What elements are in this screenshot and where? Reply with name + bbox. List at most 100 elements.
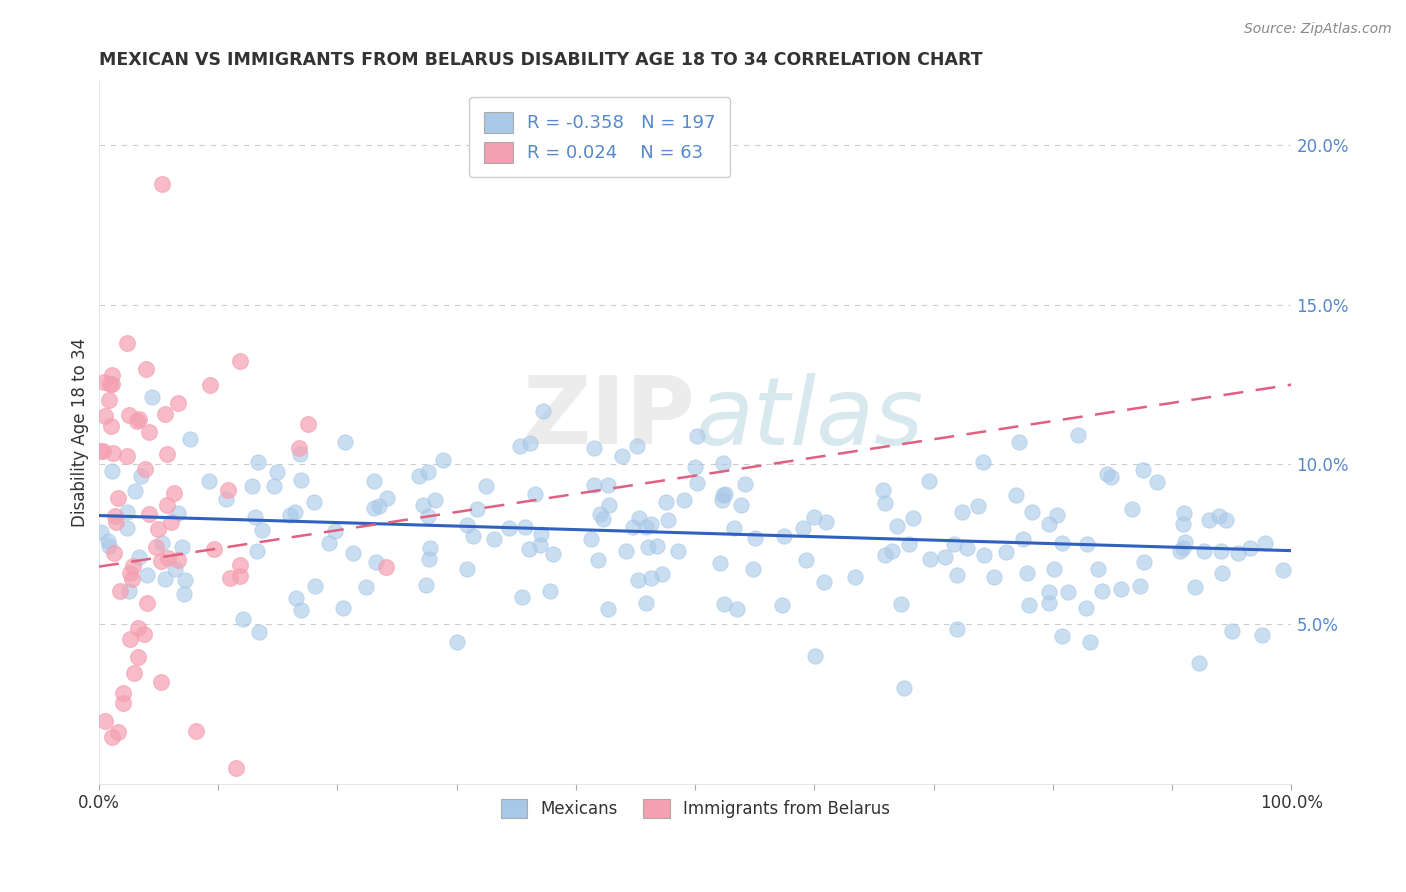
Point <box>804 649 827 664</box>
Point <box>103 546 125 560</box>
Point <box>640 571 662 585</box>
Point <box>1132 463 1154 477</box>
Point <box>112 686 135 700</box>
Point <box>538 584 561 599</box>
Point <box>1109 582 1132 596</box>
Point <box>263 479 285 493</box>
Point <box>943 536 966 550</box>
Point <box>531 403 554 417</box>
Point <box>134 627 156 641</box>
Point <box>897 537 920 551</box>
Point <box>1188 656 1211 670</box>
Point <box>814 515 837 529</box>
Point <box>163 562 186 576</box>
Point <box>685 476 707 491</box>
Point <box>890 597 912 611</box>
Point <box>666 543 689 558</box>
Point <box>903 511 925 525</box>
Point <box>446 635 468 649</box>
Point <box>541 547 564 561</box>
Point <box>945 622 967 636</box>
Point <box>510 590 533 604</box>
Point <box>614 543 637 558</box>
Point <box>118 584 141 599</box>
Point <box>122 666 145 681</box>
Point <box>215 491 238 506</box>
Point <box>135 361 157 376</box>
Point <box>174 573 197 587</box>
Point <box>134 462 156 476</box>
Point <box>524 487 547 501</box>
Point <box>155 407 177 421</box>
Point <box>1038 596 1060 610</box>
Point <box>107 725 129 739</box>
Point <box>115 336 138 351</box>
Point <box>498 521 520 535</box>
Point <box>104 508 127 523</box>
Point <box>101 446 124 460</box>
Point <box>418 465 440 479</box>
Point <box>318 535 340 549</box>
Point <box>972 454 994 468</box>
Point <box>586 553 609 567</box>
Point <box>686 429 709 443</box>
Point <box>412 498 434 512</box>
Point <box>1091 584 1114 599</box>
Point <box>287 442 309 456</box>
Point <box>240 479 263 493</box>
Point <box>419 541 441 556</box>
Point <box>1018 598 1040 612</box>
Point <box>156 446 179 460</box>
Point <box>107 491 129 505</box>
Point <box>249 625 271 640</box>
Point <box>118 566 141 581</box>
Point <box>100 731 122 745</box>
Point <box>332 600 354 615</box>
Point <box>530 526 553 541</box>
Text: atlas: atlas <box>695 373 924 464</box>
Point <box>1067 428 1090 442</box>
Point <box>138 507 160 521</box>
Point <box>1121 502 1143 516</box>
Point <box>166 506 188 520</box>
Point <box>245 510 267 524</box>
Point <box>1052 628 1074 642</box>
Point <box>634 596 657 610</box>
Point <box>844 570 866 584</box>
Point <box>1129 579 1152 593</box>
Point <box>218 571 240 585</box>
Point <box>101 368 124 382</box>
Point <box>128 411 150 425</box>
Point <box>918 474 941 488</box>
Point <box>232 612 254 626</box>
Point <box>1171 516 1194 531</box>
Text: Source: ZipAtlas.com: Source: ZipAtlas.com <box>1244 22 1392 37</box>
Point <box>184 723 207 738</box>
Point <box>418 552 440 566</box>
Point <box>1133 555 1156 569</box>
Point <box>710 492 733 507</box>
Point <box>709 556 731 570</box>
Point <box>1015 566 1038 580</box>
Point <box>217 483 239 498</box>
Point <box>250 523 273 537</box>
Point <box>323 524 346 538</box>
Point <box>734 477 756 491</box>
Point <box>456 518 478 533</box>
Point <box>290 603 312 617</box>
Point <box>730 498 752 512</box>
Point <box>950 506 973 520</box>
Point <box>115 506 138 520</box>
Point <box>141 390 163 404</box>
Point <box>115 449 138 463</box>
Point <box>100 376 122 391</box>
Point <box>475 479 498 493</box>
Point <box>945 568 967 582</box>
Point <box>1215 513 1237 527</box>
Point <box>246 543 269 558</box>
Point <box>96 534 118 549</box>
Point <box>725 602 748 616</box>
Point <box>124 483 146 498</box>
Point <box>423 493 446 508</box>
Point <box>582 441 605 455</box>
